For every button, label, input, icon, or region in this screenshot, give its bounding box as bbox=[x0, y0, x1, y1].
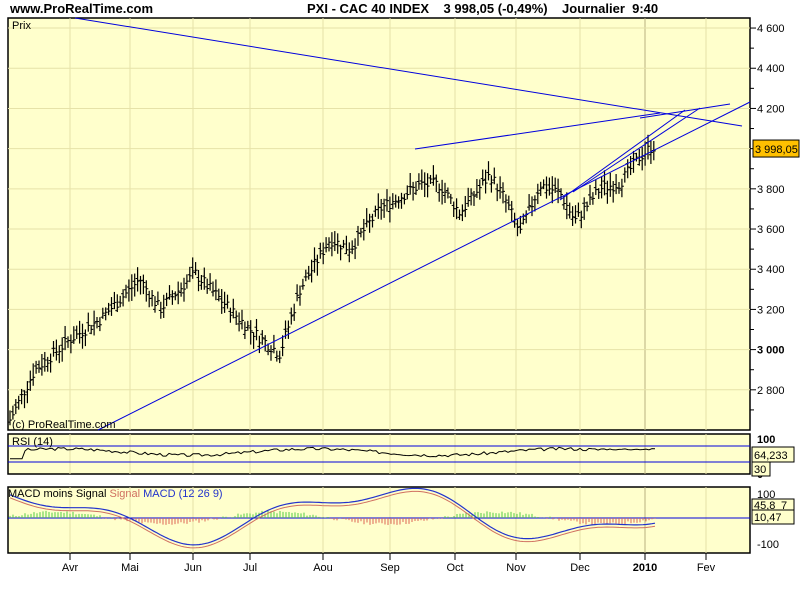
x-tick-label: Jun bbox=[184, 562, 202, 574]
rsi-value-tag bbox=[751, 446, 795, 463]
x-tick-label: 2010 bbox=[633, 562, 657, 574]
x-tick-label: Jul bbox=[243, 562, 257, 574]
rsi-30-tag bbox=[751, 461, 771, 477]
x-tick-label: Fev bbox=[697, 562, 716, 574]
rsi-line bbox=[10, 446, 656, 460]
price-panel bbox=[7, 17, 751, 431]
rsi-30-value: 30 bbox=[754, 464, 766, 476]
price-panel-label: Prix bbox=[12, 20, 31, 32]
site-name: www.ProRealTime.com bbox=[10, 1, 154, 16]
x-tick-label: Mai bbox=[121, 562, 139, 574]
macd-value: 7 bbox=[781, 500, 787, 512]
macd-signal-value: 45,8 bbox=[754, 500, 775, 512]
macd-line bbox=[9, 487, 656, 546]
trendlines bbox=[74, 17, 751, 431]
y-tick-label: 3 600 bbox=[757, 224, 785, 236]
watermark: (c) ProRealTime.com bbox=[12, 419, 116, 431]
x-tick-label: Dec bbox=[570, 562, 590, 574]
macd-histogram bbox=[9, 510, 656, 526]
x-tick-label: Sep bbox=[380, 562, 400, 574]
macd-hist-tag bbox=[751, 509, 795, 525]
chart-title: PXI - CAC 40 INDEX 3 998,05 (-0,49%) Jou… bbox=[307, 1, 659, 16]
macd-axis-bottom: -100 bbox=[757, 539, 779, 551]
y-tick-label: 4 600 bbox=[757, 23, 785, 35]
rsi-label: RSI (14) bbox=[12, 436, 53, 448]
x-tick-label: Aou bbox=[313, 562, 333, 574]
y-tick-label: 3 400 bbox=[757, 264, 785, 276]
x-tick-label: Avr bbox=[62, 562, 79, 574]
y-tick-label: 3 800 bbox=[757, 184, 785, 196]
y-tick-label: 4 400 bbox=[757, 63, 785, 75]
macd-hist-label: MACD moins Signal Signal MACD (12 26 9) bbox=[8, 488, 223, 500]
y-tick-label: 2 800 bbox=[757, 385, 785, 397]
y-tick-label: 3 000 bbox=[757, 345, 785, 357]
last-price-tag bbox=[752, 139, 800, 158]
last-price-value: 3 998,05 bbox=[755, 144, 798, 156]
macd-hist-value: 10,47 bbox=[754, 512, 782, 524]
macd-axis-top: 100 bbox=[757, 489, 775, 501]
price-bars bbox=[8, 134, 656, 426]
x-tick-label: Oct bbox=[446, 562, 463, 574]
y-tick-label: 4 200 bbox=[757, 103, 785, 115]
chart-header: www.ProRealTime.com PXI - CAC 40 INDEX 3… bbox=[0, 0, 800, 18]
rsi-value: 64,233 bbox=[754, 450, 788, 462]
y-tick-label: 3 200 bbox=[757, 304, 785, 316]
x-tick-label: Nov bbox=[506, 562, 526, 574]
rsi-axis-top: 100 bbox=[757, 434, 775, 446]
signal-line bbox=[9, 490, 656, 549]
